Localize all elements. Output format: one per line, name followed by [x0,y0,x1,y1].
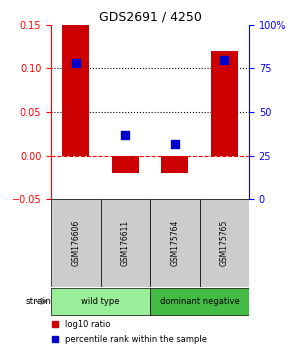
Text: dominant negative: dominant negative [160,297,239,306]
Title: GDS2691 / 4250: GDS2691 / 4250 [99,11,201,24]
Text: GSM176611: GSM176611 [121,220,130,266]
Text: strain: strain [25,297,51,306]
Text: GSM176606: GSM176606 [71,220,80,266]
Bar [112,156,139,173]
Bar [150,200,200,287]
Text: wild type: wild type [81,297,120,306]
Point [123,132,128,138]
Bar [211,51,238,156]
Bar [62,25,89,156]
Bar [200,200,249,287]
Text: log10 ratio: log10 ratio [65,320,110,329]
Bar [100,200,150,287]
Bar [51,200,100,287]
Text: GSM175765: GSM175765 [220,220,229,266]
Point [172,141,177,147]
Bar [51,289,150,315]
Text: percentile rank within the sample: percentile rank within the sample [65,335,207,344]
Point [73,61,78,66]
Bar [150,289,249,315]
Point [222,57,227,63]
Bar [161,156,188,173]
Text: GSM175764: GSM175764 [170,220,179,266]
